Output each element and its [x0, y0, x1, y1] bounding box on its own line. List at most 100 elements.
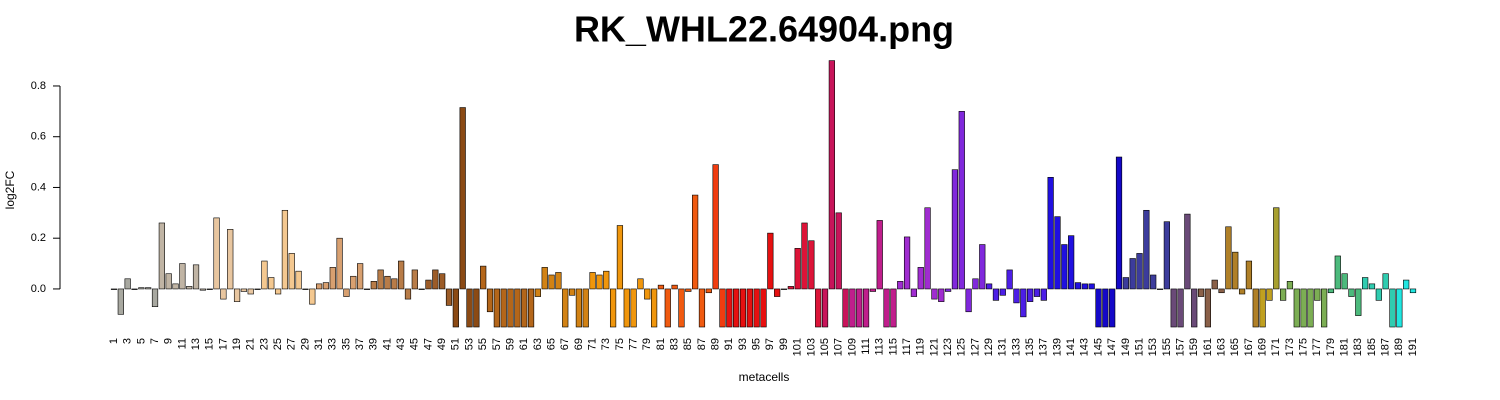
- bar: [979, 244, 986, 290]
- bar: [1300, 288, 1307, 328]
- bar: [1409, 288, 1417, 294]
- bar: [568, 288, 576, 296]
- bar: [452, 288, 459, 328]
- x-tick-label: 71: [586, 338, 598, 350]
- y-tick-label: 0.4: [31, 181, 46, 193]
- bar: [931, 288, 938, 300]
- bar: [1102, 288, 1109, 328]
- x-tick-label: 85: [682, 338, 694, 350]
- bar: [527, 288, 535, 328]
- bar: [172, 283, 179, 290]
- x-tick-label: 23: [258, 338, 270, 350]
- bar: [876, 220, 883, 290]
- x-tick-label: 35: [340, 338, 352, 350]
- bar: [247, 288, 254, 295]
- bar: [1156, 288, 1164, 290]
- bar: [774, 288, 781, 297]
- bar: [377, 269, 384, 290]
- x-tick-label: 27: [286, 338, 298, 350]
- bar: [1389, 288, 1396, 328]
- bar: [733, 288, 740, 328]
- x-tick-label: 103: [805, 338, 817, 356]
- y-tick-label: 0.2: [31, 232, 46, 244]
- bar: [1218, 288, 1225, 294]
- bar: [459, 107, 466, 290]
- x-tick-label: 73: [600, 338, 612, 350]
- x-tick-label: 45: [409, 338, 421, 350]
- x-tick-label: 111: [860, 338, 872, 355]
- bar: [890, 288, 897, 328]
- bar: [1341, 273, 1348, 290]
- x-tick-label: 75: [614, 338, 626, 350]
- x-tick-label: 87: [696, 338, 708, 350]
- x-tick-label: 163: [1215, 338, 1227, 356]
- bar: [1013, 288, 1020, 304]
- x-tick-label: 133: [1010, 338, 1022, 356]
- bar: [1232, 251, 1239, 290]
- bar: [227, 229, 234, 290]
- x-tick-label: 99: [778, 338, 790, 350]
- x-tick-label: 19: [231, 338, 243, 350]
- x-tick-label: 135: [1024, 338, 1036, 356]
- bar: [897, 281, 904, 290]
- bar: [404, 288, 412, 300]
- bar: [637, 278, 644, 290]
- bar: [220, 288, 227, 300]
- bar: [295, 270, 302, 290]
- bar: [1362, 277, 1369, 290]
- bar: [767, 232, 774, 290]
- bar: [951, 169, 959, 290]
- bar: [179, 263, 186, 290]
- x-tick-label: 29: [299, 338, 311, 350]
- x-tick-label: 161: [1202, 338, 1214, 356]
- bar: [343, 288, 350, 297]
- x-tick-label: 139: [1051, 338, 1063, 356]
- bar: [562, 288, 569, 328]
- bar: [411, 269, 418, 290]
- bar: [329, 267, 336, 290]
- bar: [719, 288, 726, 328]
- bar: [1396, 288, 1403, 328]
- bar: [910, 288, 918, 297]
- x-tick-label: 125: [956, 338, 968, 356]
- bar: [384, 275, 391, 290]
- bar: [644, 288, 651, 300]
- y-tick-label: 0.8: [31, 80, 46, 92]
- bar: [1027, 288, 1034, 302]
- bar: [541, 267, 548, 290]
- bar: [746, 288, 753, 328]
- x-tick-label: 5: [135, 338, 147, 344]
- bar: [1115, 156, 1123, 290]
- x-tick-label: 169: [1256, 338, 1268, 356]
- bar: [869, 288, 876, 292]
- bar: [1109, 288, 1116, 328]
- x-tick-label: 51: [450, 338, 462, 350]
- y-tick-label: 0.6: [31, 131, 46, 143]
- bar: [596, 274, 603, 290]
- bar: [582, 288, 589, 328]
- bar: [274, 288, 282, 295]
- x-tick-label: 93: [737, 338, 749, 350]
- x-tick-label: 43: [395, 338, 407, 350]
- bar: [548, 274, 555, 290]
- x-tick-label: 141: [1065, 338, 1077, 356]
- bar: [657, 284, 665, 290]
- x-tick-label: 47: [422, 338, 434, 350]
- chart-title: RK_WHL22.64904.png: [574, 9, 954, 50]
- x-tick-label: 61: [518, 338, 530, 350]
- bar: [1238, 288, 1246, 295]
- bar: [849, 288, 856, 328]
- x-tick-label: 173: [1284, 338, 1296, 356]
- bar: [856, 288, 863, 328]
- x-tick-label: 175: [1298, 338, 1310, 356]
- bar: [1286, 281, 1294, 290]
- x-tick-label: 37: [354, 338, 366, 350]
- bar: [514, 288, 521, 328]
- x-tick-label: 191: [1407, 338, 1419, 356]
- bar: [254, 288, 261, 290]
- bar: [575, 288, 583, 328]
- bar: [1334, 255, 1341, 290]
- bar: [1150, 274, 1157, 290]
- bar: [692, 194, 699, 290]
- bar: [965, 288, 972, 313]
